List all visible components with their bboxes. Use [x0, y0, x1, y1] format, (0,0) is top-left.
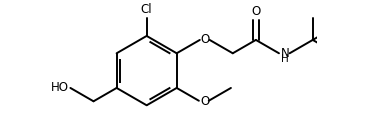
Text: N: N	[280, 47, 289, 60]
Text: O: O	[201, 33, 210, 46]
Text: HO: HO	[51, 81, 69, 94]
Text: O: O	[251, 5, 261, 18]
Text: O: O	[200, 95, 209, 108]
Text: Cl: Cl	[141, 3, 152, 16]
Text: H: H	[280, 54, 288, 64]
